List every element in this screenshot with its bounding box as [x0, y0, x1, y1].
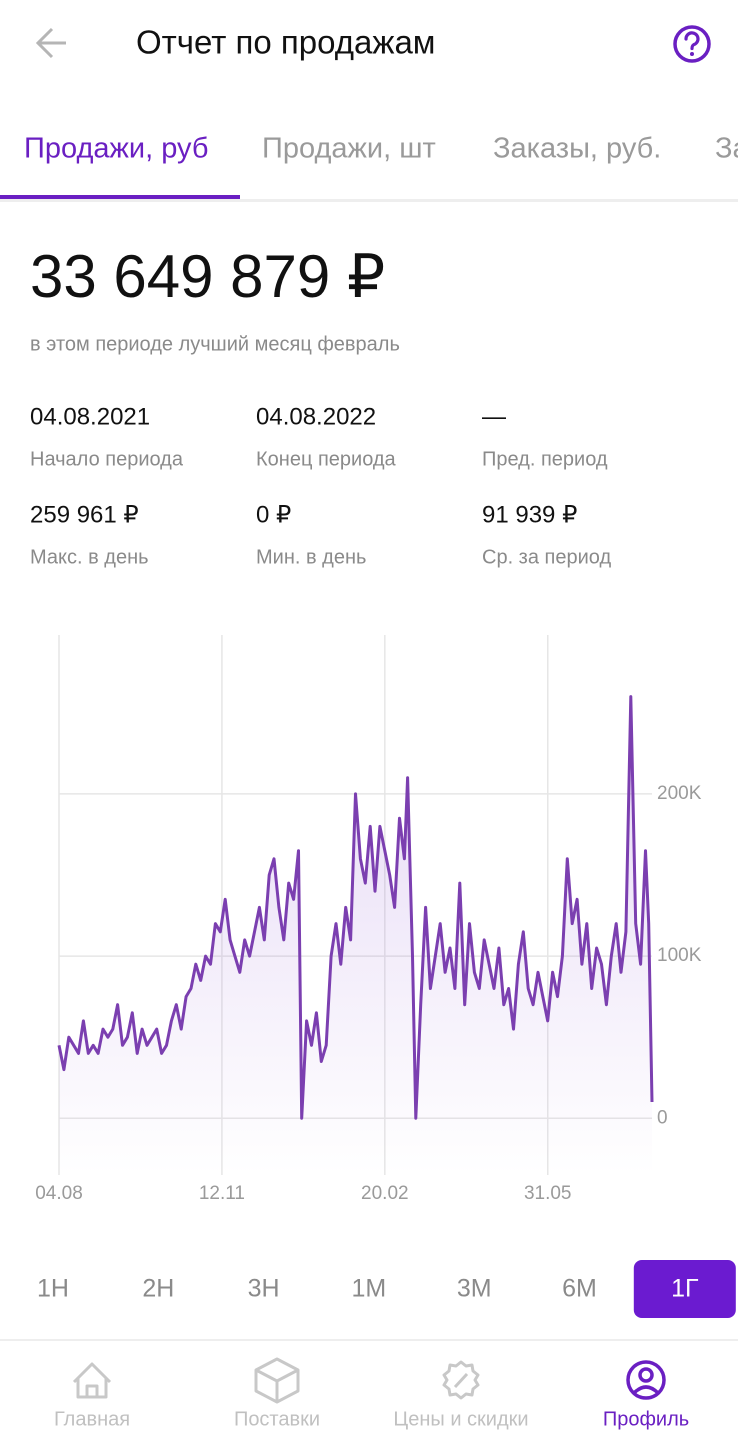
tab[interactable]: Заказы, руб.: [493, 133, 661, 165]
period-selector: 1Н 2Н 3Н 1М 3М 6М 1Г: [37, 1260, 736, 1318]
stat-value: 91 939 ₽: [482, 501, 577, 528]
home-icon: [72, 1362, 112, 1399]
x-tick-label: 31.05: [524, 1183, 572, 1204]
period-active-bg: [633, 1260, 736, 1318]
profile-icon: [626, 1360, 666, 1400]
tab[interactable]: За: [715, 133, 738, 165]
period-button[interactable]: 3Н: [248, 1275, 280, 1303]
discount-icon: [442, 1360, 480, 1400]
nav-divider: [0, 1339, 738, 1341]
tab[interactable]: Продажи, руб: [24, 133, 208, 165]
tab[interactable]: Продажи, шт: [262, 133, 436, 165]
period-button[interactable]: 1М: [352, 1275, 387, 1303]
stat-label: Пред. период: [482, 448, 608, 470]
nav-item[interactable]: Главная: [54, 1408, 130, 1430]
stat-label: Макс. в день: [30, 546, 149, 568]
x-tick-label: 12.11: [199, 1183, 245, 1204]
stat-value: 259 961 ₽: [30, 501, 139, 528]
tabs-divider: [0, 199, 738, 202]
nav-item[interactable]: Цены и скидки: [393, 1408, 528, 1430]
y-tick-label: 200K: [657, 783, 702, 804]
nav-item[interactable]: Поставки: [234, 1408, 320, 1430]
header-title: Отчет по продажам: [136, 24, 435, 61]
nav-item[interactable]: Профиль: [603, 1408, 689, 1430]
stats: 04.08.2021 Начало периода 04.08.2022 Конец …: [30, 403, 611, 568]
line: [57, 695, 654, 1120]
stat-label: Ср. за период: [482, 546, 611, 568]
stat-value: 0 ₽: [256, 501, 291, 528]
period-button[interactable]: 1Н: [37, 1275, 69, 1303]
tabs: Продажи, руб Продажи, шт Заказы, руб. За: [0, 133, 738, 199]
stat-label: Начало периода: [30, 448, 184, 470]
x-tick-label: 04.08: [35, 1183, 83, 1204]
area: [59, 696, 652, 1175]
period-button[interactable]: 2Н: [142, 1275, 174, 1303]
back-button[interactable]: [35, 27, 66, 59]
x-tick-label: 20.02: [361, 1183, 409, 1204]
bottom-nav: Главная Поставки Цены и скидки Профиль: [54, 1408, 689, 1430]
y-tick-label: 0: [657, 1107, 668, 1128]
stat-label: Конец периода: [256, 448, 397, 470]
box-icon: [254, 1357, 300, 1404]
period-button[interactable]: 3М: [457, 1275, 492, 1303]
best-month-note: в этом периоде лучший месяц февраль: [30, 333, 400, 355]
period-button[interactable]: 1Г: [671, 1275, 699, 1303]
stat-value: 04.08.2021: [30, 403, 150, 430]
y-tick-label: 100K: [657, 945, 702, 966]
total-value: 33 649 879 ₽: [30, 243, 385, 310]
period-button[interactable]: 6М: [562, 1275, 597, 1303]
help-button[interactable]: [673, 25, 711, 63]
chart: 04.08 12.11 20.02 31.05 0 100K 200K: [35, 635, 702, 1204]
tab-indicator: [0, 195, 240, 199]
stat-value: 04.08.2022: [256, 403, 376, 430]
stat-value: —: [482, 403, 506, 430]
stat-label: Мин. в день: [256, 546, 366, 568]
